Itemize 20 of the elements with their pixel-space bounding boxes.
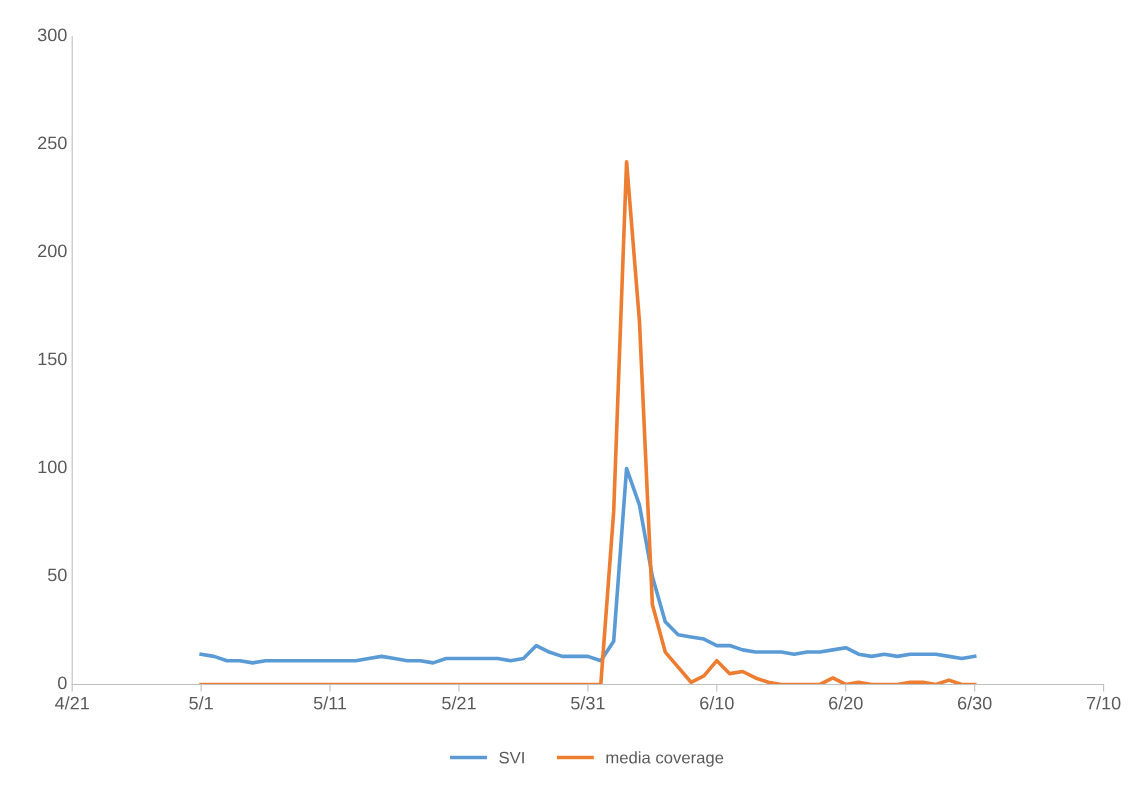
x-tick-label: 5/11 [313, 696, 347, 710]
y-tick-label: 50 [47, 568, 67, 582]
x-tick-label: 7/10 [1086, 696, 1121, 710]
line-series [199, 159, 977, 685]
y-tick-label: 200 [38, 244, 67, 258]
y-tick-label: 300 [37, 28, 67, 42]
x-tick-label: 6/30 [958, 696, 992, 710]
x-tick-label: 5/1 [189, 696, 213, 710]
y-tick-label: 100 [38, 460, 67, 474]
line-series [199, 466, 977, 665]
y-tick-label: 150 [38, 352, 67, 366]
x-tick-label: 4/21 [55, 696, 89, 710]
x-tick-label: 5/31 [571, 696, 605, 710]
y-tick-label: 250 [38, 136, 67, 150]
legend-label: SVI [499, 751, 524, 764]
x-tick-label: 6/20 [829, 696, 863, 710]
x-tick-label: 5/21 [442, 696, 476, 710]
x-tick-label: 6/10 [700, 696, 734, 710]
y-tick-label: 0 [58, 676, 67, 690]
legend-label: media coverage [606, 751, 724, 767]
